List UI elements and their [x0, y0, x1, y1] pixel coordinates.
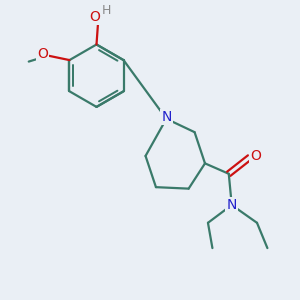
Text: O: O — [250, 149, 261, 163]
Text: O: O — [90, 10, 101, 24]
Text: N: N — [161, 110, 172, 124]
Text: N: N — [226, 198, 237, 212]
Text: H: H — [102, 4, 111, 17]
Text: O: O — [37, 47, 48, 61]
